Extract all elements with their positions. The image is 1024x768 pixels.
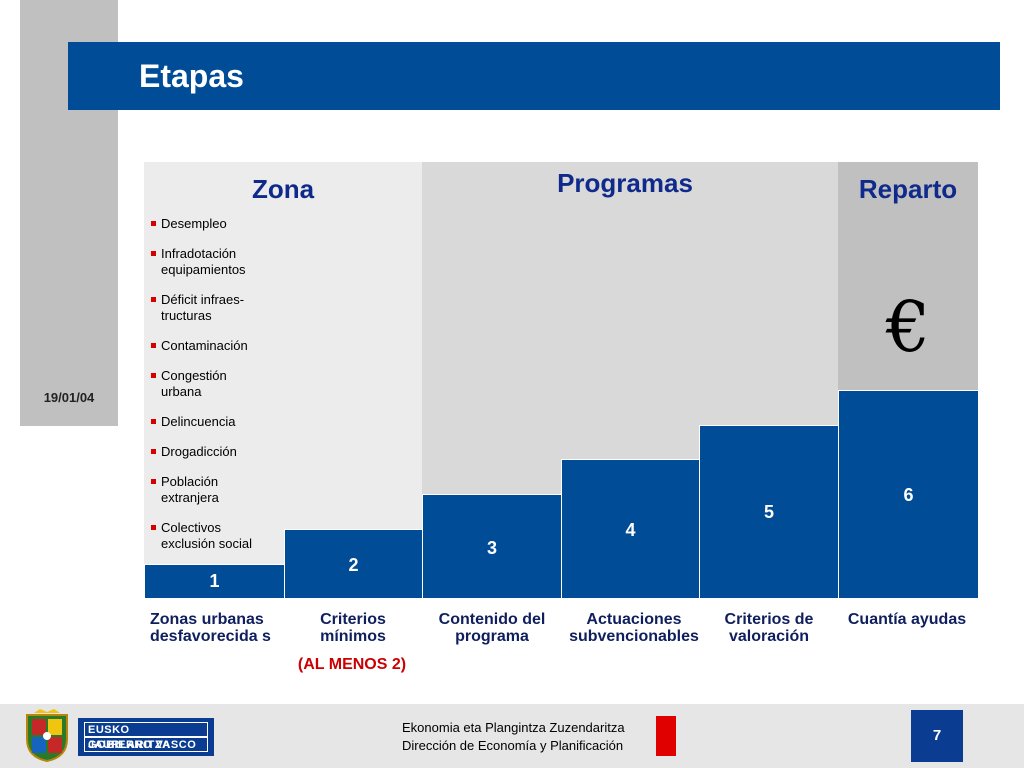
stage-number: 3 (486, 538, 497, 558)
stage-bar-5: 5 (699, 425, 838, 598)
logo-line-spanish: GOBIERNO VASCO (84, 737, 208, 752)
list-item: Población extranjera (150, 474, 241, 506)
stage-number: 4 (625, 520, 636, 540)
stage-bar-1: 1 (144, 564, 284, 598)
stage-number: 1 (209, 571, 220, 591)
department-name-spanish: Dirección de Economía y Planificación (402, 738, 624, 753)
stage-label-2: Criterios mínimos (320, 611, 386, 645)
minimum-note: (AL MENOS 2) (297, 656, 407, 673)
stage-bar-6: 6 (838, 390, 978, 598)
list-item: Déficit infraes-tructuras (150, 292, 261, 324)
basque-crest-icon (26, 709, 68, 763)
page-number: 7 (911, 710, 963, 762)
list-item: Contaminación (150, 338, 350, 354)
programas-heading: Programas (557, 168, 693, 198)
stage-number: 6 (903, 485, 914, 505)
stage-label-6: Cuantía ayudas (847, 611, 967, 628)
list-item: Delincuencia (150, 414, 350, 430)
stage-label-4: Actuaciones subvencionables (569, 611, 699, 645)
slide-date: 19/01/04 (43, 390, 95, 405)
euro-icon: € (885, 286, 931, 368)
zona-criteria-list: Desempleo Infradotación equipamientos Dé… (150, 216, 350, 566)
stage-number: 2 (348, 555, 359, 575)
stage-bar-4: 4 (561, 459, 699, 598)
slide-title: Etapas (139, 58, 244, 94)
list-item: Colectivos exclusión social (150, 520, 261, 552)
red-accent-block (656, 716, 676, 756)
list-item: Congestión urbana (150, 368, 241, 400)
logo-line-basque: EUSKO JAURLARITZA (84, 722, 208, 751)
title-bar (68, 42, 1000, 110)
stage-bar-3: 3 (422, 494, 561, 598)
government-logo: EUSKO JAURLARITZA GOBIERNO VASCO (78, 718, 214, 756)
reparto-heading: Reparto (858, 174, 958, 204)
stage-label-1: Zonas urbanas desfavorecida s (150, 611, 271, 645)
stage-bar-2: 2 (284, 529, 422, 598)
stage-label-3: Contenido del programa (438, 611, 546, 645)
zona-panel (144, 162, 422, 598)
stage-label-5: Criterios de valoración (724, 611, 814, 645)
list-item: Infradotación equipamientos (150, 246, 261, 278)
stage-number: 5 (763, 502, 774, 522)
department-name-basque: Ekonomia eta Plangintza Zuzendaritza (402, 720, 625, 735)
list-item: Drogadicción (150, 444, 350, 460)
zona-heading: Zona (251, 174, 315, 204)
list-item: Desempleo (150, 216, 350, 232)
